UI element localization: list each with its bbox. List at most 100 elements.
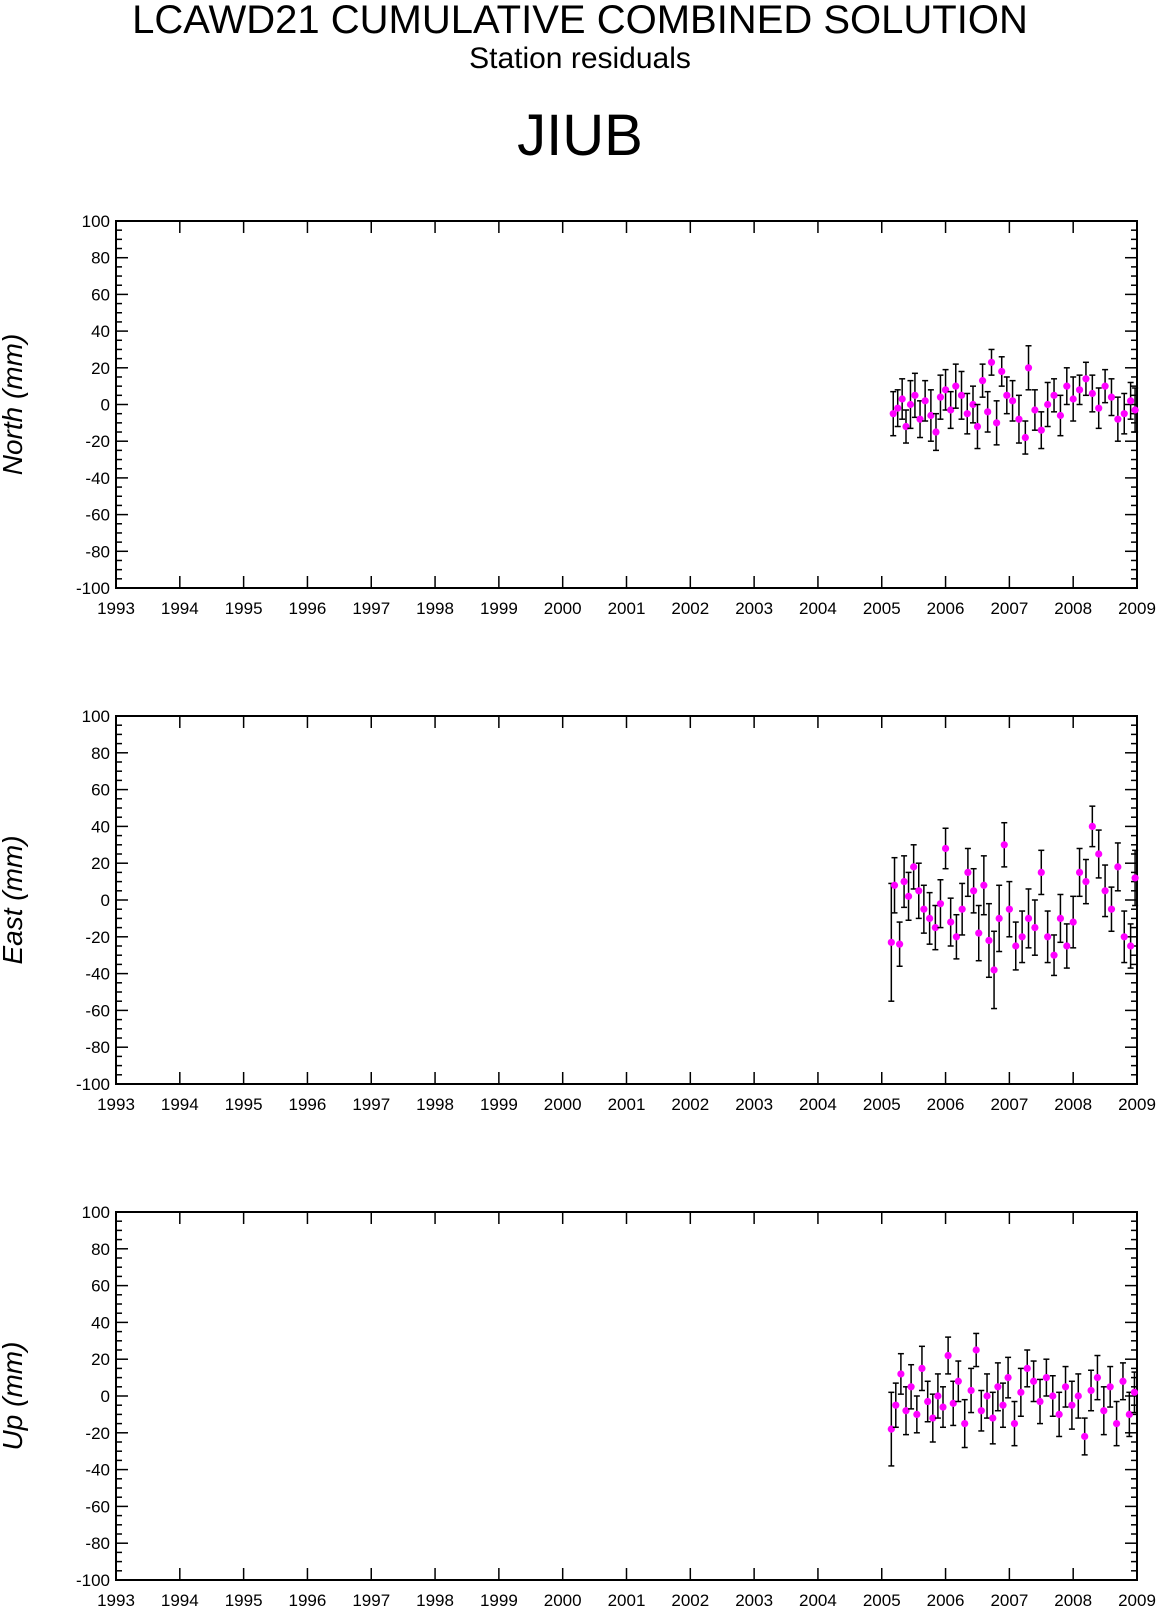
x-tick-label: 1999 [480, 599, 518, 618]
x-tick-label: 2009 [1118, 1591, 1156, 1610]
data-point [927, 411, 935, 420]
x-tick-label: 2006 [927, 599, 965, 618]
data-point [1088, 389, 1096, 398]
data-point [1120, 933, 1128, 941]
y-tick-label: -20 [85, 1424, 110, 1443]
data-point [1055, 1410, 1063, 1418]
y-axis-label: East (mm) [0, 835, 28, 964]
data-point [1127, 942, 1135, 950]
x-tick-label: 2000 [544, 599, 582, 618]
data-point [887, 938, 895, 946]
data-point [1130, 1388, 1139, 1396]
data-point [907, 1383, 915, 1391]
y-tick-label: -100 [76, 1075, 110, 1094]
x-tick-label: 2007 [990, 1095, 1028, 1114]
data-point [1044, 400, 1052, 409]
data-point [1017, 1388, 1025, 1396]
data-point [983, 1392, 991, 1400]
x-tick-label: 2002 [671, 599, 709, 618]
y-axis-label: North (mm) [0, 334, 28, 476]
x-tick-label: 2003 [735, 1095, 773, 1114]
data-point [1119, 1377, 1127, 1385]
x-tick-label: 2008 [1054, 1095, 1092, 1114]
data-point [972, 1346, 980, 1354]
data-point [1082, 878, 1090, 886]
x-tick-label: 1998 [416, 1591, 454, 1610]
y-tick-label: 80 [91, 1240, 110, 1259]
data-point [1044, 933, 1052, 941]
data-point [1068, 1401, 1076, 1409]
y-tick-label: 20 [91, 1350, 110, 1369]
data-point [985, 936, 993, 945]
data-point [1010, 1420, 1019, 1428]
data-point [924, 1397, 932, 1406]
data-point [1100, 1407, 1108, 1415]
data-point [1008, 397, 1017, 405]
data-point [934, 1392, 942, 1400]
data-point [941, 844, 950, 853]
data-point [990, 966, 998, 974]
x-tick-label: 2005 [863, 599, 901, 618]
data-point [975, 929, 983, 937]
y-tick-label: -40 [85, 965, 110, 984]
x-tick-label: 2004 [799, 1095, 837, 1114]
data-point [1061, 1383, 1070, 1391]
data-point [1018, 933, 1026, 941]
data-point [998, 367, 1006, 376]
data-point [1101, 887, 1109, 895]
y-tick-label: -20 [85, 432, 110, 451]
data-point [1101, 382, 1109, 390]
data-point [1063, 942, 1071, 950]
data-point [900, 878, 908, 886]
y-tick-label: 0 [101, 396, 110, 415]
data-point [1125, 1410, 1133, 1418]
data-point [958, 905, 966, 913]
chart-subtitle: Station residuals [469, 42, 691, 75]
data-point [892, 1401, 900, 1409]
data-point [918, 1364, 926, 1372]
data-point [963, 410, 971, 418]
y-tick-label: -40 [85, 1461, 110, 1480]
data-point [1003, 391, 1011, 399]
data-point [969, 400, 977, 409]
data-point [1042, 1374, 1050, 1382]
y-tick-label: -40 [85, 469, 110, 488]
data-point [1074, 1392, 1082, 1400]
data-point [921, 397, 929, 405]
x-tick-label: 2006 [927, 1591, 965, 1610]
data-point [1012, 942, 1020, 950]
x-tick-label: 2006 [927, 1095, 965, 1114]
data-point [952, 382, 960, 390]
data-point [1056, 914, 1065, 923]
y-tick-label: 80 [91, 744, 110, 763]
x-tick-label: 2009 [1118, 1095, 1156, 1114]
x-tick-label: 1999 [480, 1095, 518, 1114]
x-tick-label: 1998 [416, 1095, 454, 1114]
x-tick-label: 2004 [799, 1591, 837, 1610]
x-tick-label: 2001 [608, 1095, 646, 1114]
data-point [1069, 395, 1077, 403]
data-point [1021, 433, 1029, 442]
data-point [1031, 924, 1039, 932]
data-point [916, 415, 924, 423]
y-tick-label: -80 [85, 542, 110, 561]
data-point [944, 1351, 952, 1360]
y-tick-label: 20 [91, 359, 110, 378]
y-tick-label: 100 [82, 212, 110, 231]
data-point [939, 1403, 947, 1411]
data-point [904, 892, 913, 900]
x-tick-label: 1996 [289, 1095, 327, 1114]
data-point [1087, 1386, 1095, 1395]
data-point [931, 924, 939, 932]
data-point [1088, 822, 1096, 831]
data-point [941, 386, 950, 394]
y-tick-label: -80 [85, 1534, 110, 1553]
y-tick-label: 0 [101, 891, 110, 910]
x-tick-label: 1993 [97, 1095, 135, 1114]
data-point [994, 1383, 1002, 1391]
y-tick-label: -60 [85, 1001, 110, 1020]
x-tick-label: 2005 [863, 1095, 901, 1114]
x-tick-label: 2003 [735, 599, 773, 618]
data-point [896, 940, 904, 948]
